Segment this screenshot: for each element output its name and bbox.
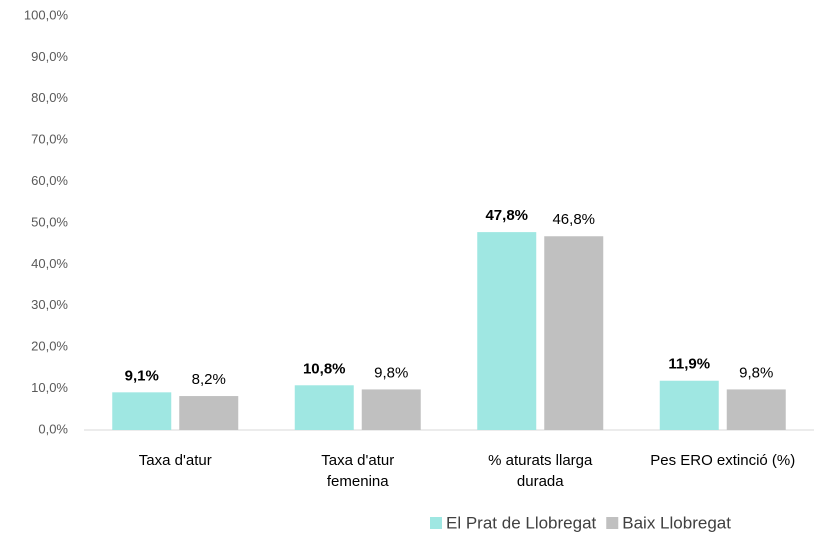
y-tick-label: 70,0%	[31, 132, 68, 147]
x-tick-label: Taxa d'atur femenina	[321, 452, 395, 490]
data-label: 9,8%	[739, 364, 773, 381]
y-tick-label: 100,0%	[24, 7, 69, 22]
legend-swatch	[430, 517, 442, 529]
bar	[726, 389, 786, 430]
y-tick-label: 80,0%	[31, 90, 68, 105]
bar	[112, 392, 172, 430]
data-label: 9,8%	[374, 364, 408, 381]
bar	[477, 232, 537, 430]
y-tick-label: 30,0%	[31, 297, 68, 312]
y-tick-label: 0,0%	[38, 421, 68, 436]
data-label: 47,8%	[485, 207, 528, 224]
legend-label: Baix Llobregat	[622, 513, 731, 532]
y-tick-label: 20,0%	[31, 339, 68, 354]
y-tick-label: 50,0%	[31, 214, 68, 229]
legend-swatch	[606, 517, 619, 529]
x-tick-label: % aturats llarga durada	[488, 452, 593, 490]
bar	[294, 385, 354, 430]
data-label: 8,2%	[192, 371, 226, 388]
y-tick-label: 90,0%	[31, 49, 68, 64]
data-label: 9,1%	[125, 367, 159, 384]
y-tick-label: 60,0%	[31, 173, 68, 188]
bar	[544, 236, 604, 430]
legend-label: El Prat de Llobregat	[446, 513, 597, 532]
x-tick-label: Taxa d'atur	[138, 452, 212, 469]
y-tick-label: 40,0%	[31, 256, 68, 271]
data-label: 10,8%	[303, 360, 346, 377]
bar	[659, 380, 719, 430]
y-tick-label: 10,0%	[31, 380, 68, 395]
data-label: 46,8%	[552, 211, 595, 228]
data-label: 11,9%	[668, 356, 710, 373]
bar	[361, 389, 421, 430]
bar	[179, 396, 239, 430]
x-tick-label: Pes ERO extinció (%)	[650, 452, 796, 469]
